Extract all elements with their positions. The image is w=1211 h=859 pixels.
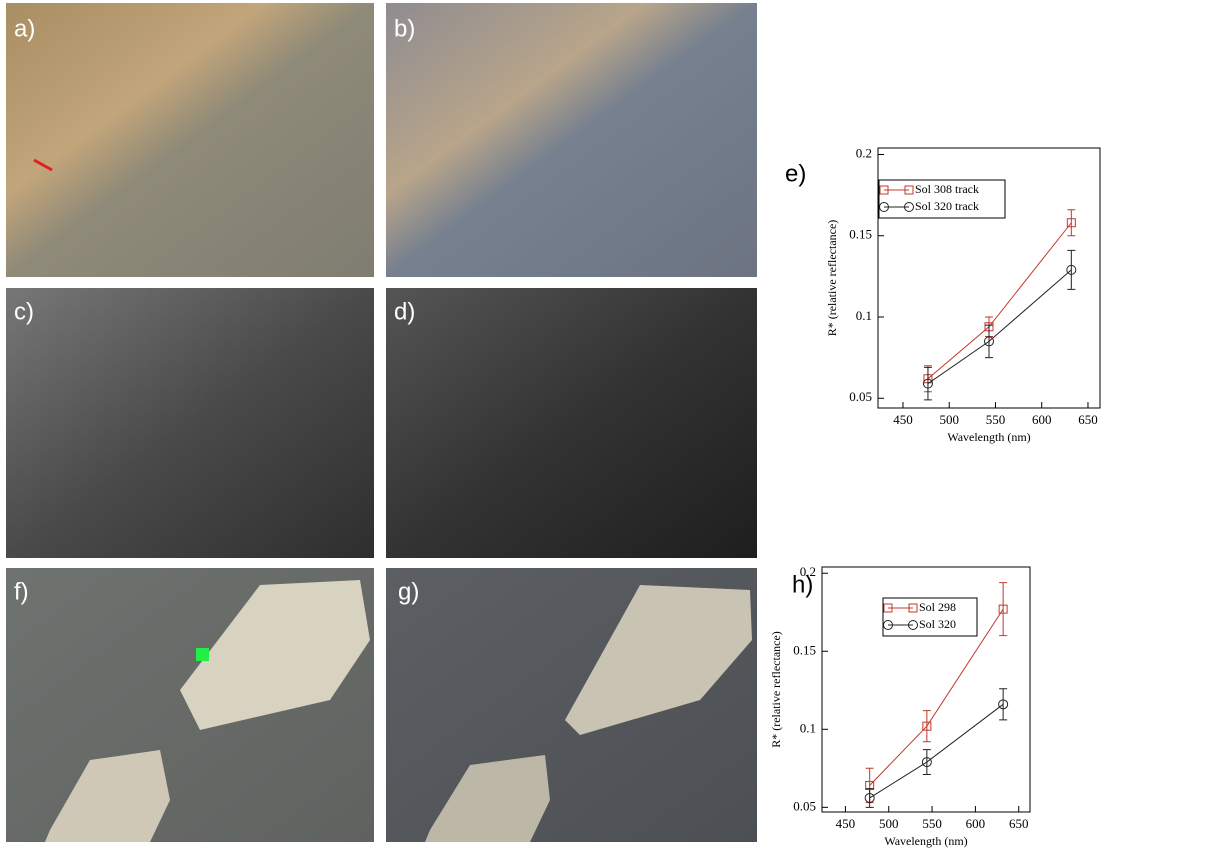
rock bbox=[45, 750, 170, 842]
marker bbox=[883, 620, 893, 630]
x-tick-label: 650 bbox=[1009, 816, 1029, 831]
error-bar bbox=[1067, 249, 1076, 290]
rock bbox=[180, 580, 370, 730]
rock bbox=[425, 755, 550, 842]
legend-box bbox=[882, 597, 978, 637]
chart: h) 450 500 550 600 650 0.05 0.1 0.15 0.2 Wavelengt… bbox=[769, 564, 1031, 848]
error-bar bbox=[865, 788, 874, 808]
panel-labels: a) b) c) d) f) g) bbox=[14, 15, 419, 605]
error-bar bbox=[999, 582, 1008, 637]
panel-label: c) bbox=[14, 298, 34, 325]
series-line bbox=[927, 222, 1072, 380]
x-axis-label: Wavelength (nm) bbox=[947, 430, 1030, 444]
error-bar bbox=[985, 324, 993, 359]
legend-label: Sol 298 bbox=[919, 600, 956, 614]
image-panels bbox=[6, 3, 757, 842]
y-axis-label: R* (relative reflectance) bbox=[769, 631, 783, 748]
image-a bbox=[6, 3, 374, 277]
x-axis-label: Wavelength (nm) bbox=[884, 834, 967, 848]
marker bbox=[922, 721, 932, 731]
legend-label: Sol 320 track bbox=[915, 199, 979, 213]
chart-label: e) bbox=[785, 160, 806, 187]
error-bar bbox=[1067, 209, 1076, 237]
chart: e) 450 500 550 600 650 0.05 0.1 0.15 0.2 Wavelengt… bbox=[785, 145, 1101, 444]
marker bbox=[879, 202, 889, 212]
panel-label: b) bbox=[394, 15, 415, 42]
x-tick-label: 550 bbox=[986, 412, 1006, 427]
legend-label: Sol 308 track bbox=[915, 182, 979, 196]
plot-frame bbox=[821, 566, 1031, 813]
y-tick-label: 0.15 bbox=[793, 642, 816, 657]
series-line bbox=[869, 703, 1004, 799]
x-tick-label: 500 bbox=[939, 412, 959, 427]
x-tick-label: 600 bbox=[966, 816, 986, 831]
y-tick-label: 0.05 bbox=[793, 798, 816, 813]
error-bar bbox=[999, 688, 1008, 721]
marker bbox=[904, 202, 914, 212]
y-tick-label: 0.05 bbox=[849, 389, 872, 404]
marker bbox=[1066, 264, 1077, 275]
marker bbox=[883, 603, 893, 613]
marker bbox=[998, 604, 1008, 614]
legend-box bbox=[878, 179, 1006, 219]
red-marker bbox=[33, 158, 53, 172]
panel-label: f) bbox=[14, 578, 29, 605]
error-bar bbox=[922, 710, 931, 743]
legend-label: Sol 320 bbox=[919, 617, 956, 631]
marker bbox=[998, 699, 1009, 710]
y-axis-label: R* (relative reflectance) bbox=[825, 220, 839, 337]
charts: e) 450 500 550 600 650 0.05 0.1 0.15 0.2 Wavelengt… bbox=[769, 145, 1101, 848]
image-b bbox=[386, 3, 757, 277]
marker bbox=[904, 185, 914, 195]
error-bar bbox=[922, 749, 931, 776]
y-tick-label: 0.2 bbox=[856, 145, 872, 160]
chart-label: h) bbox=[792, 571, 813, 598]
x-tick-label: 550 bbox=[922, 816, 942, 831]
panel-label: a) bbox=[14, 15, 35, 42]
y-tick-label: 0.1 bbox=[800, 720, 816, 735]
y-tick-label: 0.1 bbox=[856, 308, 872, 323]
image-c bbox=[6, 288, 374, 558]
x-tick-label: 600 bbox=[1032, 412, 1052, 427]
error-bar bbox=[923, 366, 932, 401]
marker bbox=[879, 185, 889, 195]
y-tick-label: 0.15 bbox=[849, 227, 872, 242]
rock bbox=[565, 585, 752, 735]
marker bbox=[921, 757, 932, 768]
plot-frame bbox=[877, 147, 1101, 409]
x-tick-label: 450 bbox=[893, 412, 913, 427]
marker bbox=[922, 378, 933, 389]
series-line bbox=[927, 269, 1072, 385]
x-tick-label: 650 bbox=[1078, 412, 1098, 427]
image-d bbox=[386, 288, 757, 558]
panel-label: d) bbox=[394, 298, 415, 325]
panel-label: g) bbox=[398, 578, 419, 605]
marker bbox=[984, 336, 994, 347]
green-marker bbox=[196, 648, 209, 661]
x-tick-label: 450 bbox=[836, 816, 856, 831]
marker bbox=[864, 792, 875, 803]
marker bbox=[908, 603, 918, 613]
marker bbox=[908, 620, 918, 630]
marker bbox=[1066, 218, 1076, 228]
x-tick-label: 500 bbox=[879, 816, 899, 831]
y-tick-label: 0.2 bbox=[800, 564, 816, 579]
